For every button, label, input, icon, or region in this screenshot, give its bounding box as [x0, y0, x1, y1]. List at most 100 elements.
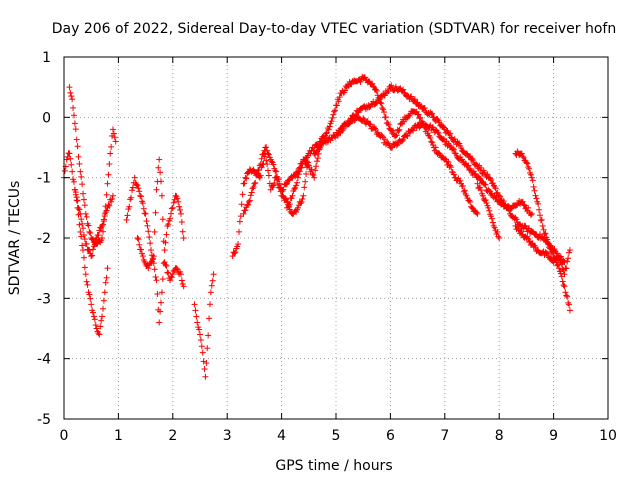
data-point-marker — [69, 96, 76, 103]
data-point-marker — [371, 125, 378, 132]
data-point-marker — [192, 307, 199, 314]
data-point-marker — [457, 177, 464, 184]
data-point-marker — [396, 126, 403, 133]
data-point-marker — [104, 265, 111, 272]
data-point-marker — [136, 188, 143, 195]
data-point-marker — [299, 195, 306, 202]
data-point-marker — [92, 322, 99, 329]
data-point-marker — [379, 133, 386, 140]
data-point-marker — [464, 163, 471, 170]
data-point-marker — [561, 283, 568, 290]
data-point-marker — [88, 301, 95, 308]
data-point-marker — [67, 89, 74, 96]
data-point-marker — [242, 207, 249, 214]
data-point-marker — [381, 136, 388, 143]
data-point-marker — [458, 144, 465, 151]
data-point-marker — [245, 198, 252, 205]
data-point-marker — [206, 301, 213, 308]
data-point-marker — [201, 366, 208, 373]
data-point-marker — [160, 238, 167, 245]
data-point-marker — [155, 164, 162, 171]
data-point-marker — [416, 115, 423, 122]
data-point-marker — [315, 146, 322, 153]
y-tick-label: 1 — [42, 50, 51, 66]
data-point-marker — [69, 168, 76, 175]
data-point-marker — [258, 155, 265, 162]
data-point-marker — [333, 102, 340, 109]
data-point-marker — [138, 246, 145, 253]
data-point-marker — [235, 241, 242, 248]
data-point-marker — [336, 94, 343, 101]
data-point-marker — [445, 158, 452, 165]
data-point-marker — [71, 120, 78, 127]
x-tick-label: 2 — [168, 428, 177, 444]
data-point-marker — [369, 80, 376, 87]
data-point-marker — [250, 184, 257, 191]
data-point-marker — [351, 114, 358, 121]
data-point-marker — [546, 245, 553, 252]
data-point-marker — [543, 249, 550, 256]
data-point-marker — [535, 200, 542, 207]
data-point-marker — [168, 274, 175, 281]
data-point-marker — [105, 171, 112, 178]
data-point-marker — [167, 215, 174, 222]
data-point-marker — [491, 183, 498, 190]
data-point-marker — [176, 203, 183, 210]
data-point-marker — [308, 166, 315, 173]
data-point-marker — [86, 228, 93, 235]
data-point-marker — [496, 192, 503, 199]
data-point-marker — [346, 119, 353, 126]
data-point-marker — [240, 210, 247, 217]
data-point-marker — [525, 204, 532, 211]
data-point-marker — [357, 78, 364, 85]
data-point-marker — [209, 277, 216, 284]
data-point-marker — [384, 119, 391, 126]
data-point-marker — [141, 210, 148, 217]
data-point-marker — [495, 233, 502, 240]
data-point-marker — [263, 144, 270, 151]
data-point-marker — [175, 198, 182, 205]
data-point-marker — [479, 192, 486, 199]
data-point-marker — [314, 155, 321, 162]
data-point-marker — [473, 209, 480, 216]
data-point-marker — [496, 235, 503, 241]
data-point-marker — [90, 309, 97, 316]
data-point-marker — [152, 209, 159, 216]
data-point-marker — [556, 257, 563, 264]
data-point-marker — [91, 316, 98, 323]
data-point-marker — [153, 186, 160, 193]
data-point-marker — [151, 228, 158, 235]
data-point-marker — [294, 179, 301, 186]
data-point-marker — [448, 164, 455, 171]
data-point-marker — [556, 253, 563, 260]
data-point-marker — [563, 265, 570, 272]
axis-ticks — [63, 56, 609, 420]
data-point-marker — [95, 232, 102, 239]
data-point-marker — [210, 271, 217, 278]
data-point-marker — [80, 196, 87, 203]
chart-title: Day 206 of 2022, Sidereal Day-to-day VTE… — [52, 21, 616, 37]
data-point-marker — [178, 277, 185, 284]
data-point-marker — [72, 126, 79, 133]
data-point-marker — [154, 290, 161, 297]
data-point-marker — [408, 93, 415, 100]
data-point-marker — [97, 323, 104, 330]
data-point-marker — [133, 181, 140, 188]
data-point-marker — [236, 218, 243, 225]
data-point-marker — [80, 247, 87, 254]
y-tick-label: -4 — [37, 352, 51, 368]
data-point-marker — [558, 261, 565, 268]
data-point-marker — [129, 184, 136, 191]
data-point-marker — [82, 210, 89, 217]
data-point-marker — [251, 180, 258, 187]
data-point-marker — [382, 114, 389, 121]
data-point-marker — [138, 193, 145, 200]
data-point-marker — [415, 111, 422, 118]
data-point-marker — [139, 200, 146, 207]
data-point-marker — [432, 144, 439, 151]
data-point-marker — [106, 160, 113, 167]
data-point-marker — [148, 258, 155, 265]
data-point-marker — [104, 180, 111, 187]
data-point-marker — [385, 88, 392, 95]
